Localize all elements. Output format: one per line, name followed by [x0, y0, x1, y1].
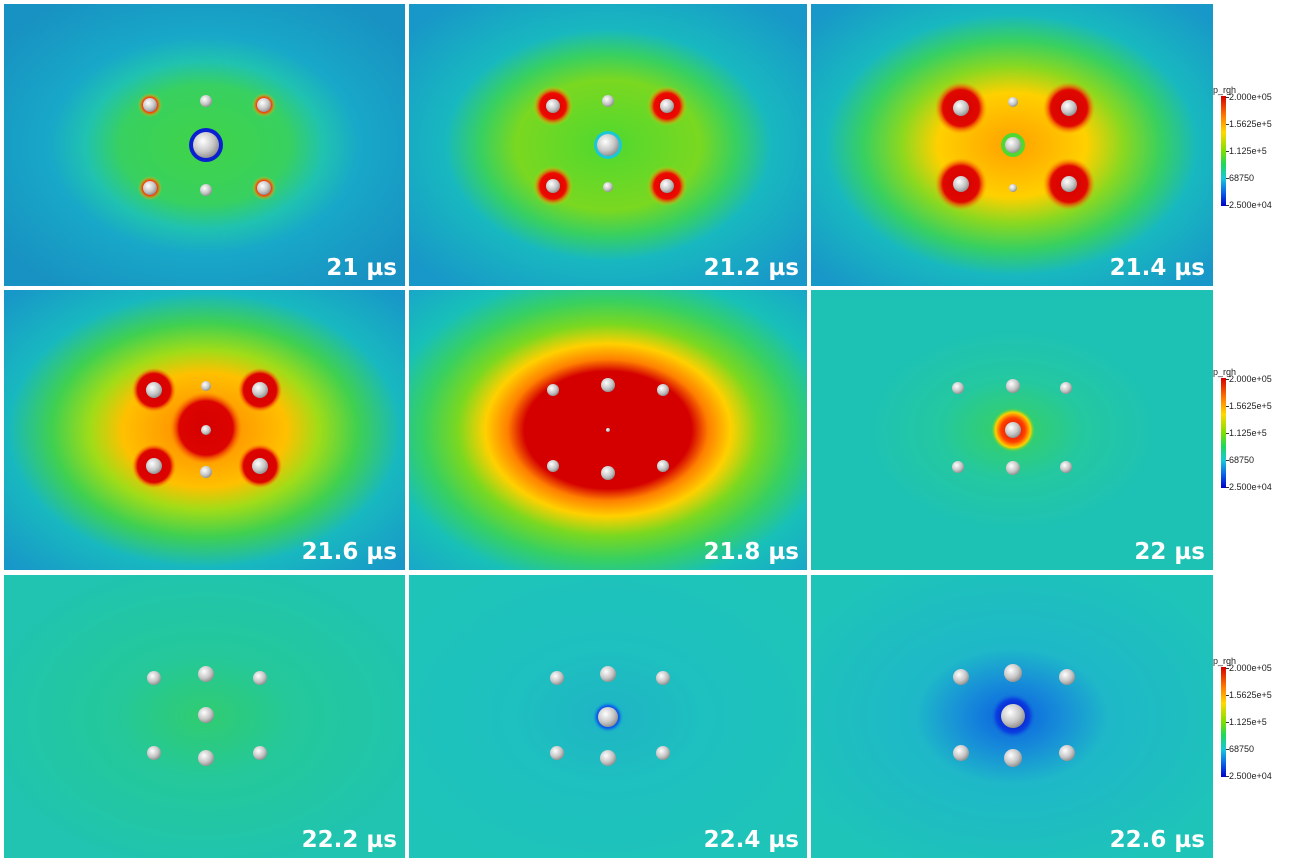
panel-21-8us: 21.8 µs [409, 290, 807, 570]
colorbar-gradient [1221, 96, 1226, 206]
pressure-field-image [4, 290, 405, 570]
panel-21-6us: 21.6 µs [4, 290, 405, 570]
panel-22-6us: 22.6 µs [811, 575, 1213, 858]
colorbar-label: 68750 [1229, 744, 1255, 754]
time-label: 21.6 µs [301, 539, 397, 565]
colorbar-title: p_rgh [1213, 367, 1237, 377]
colorbar-label: 1.125e+5 [1229, 146, 1267, 156]
colorbar-label: 1.125e+5 [1229, 428, 1267, 438]
panel-21-4us: 21.4 µs [811, 4, 1213, 286]
panel-21-2us: 21.2 µs [409, 4, 807, 286]
time-label: 22.6 µs [1109, 827, 1205, 853]
time-label: 22.4 µs [703, 827, 799, 853]
panel-22us: 22 µs [811, 290, 1213, 570]
pressure-field-image [4, 4, 405, 286]
pressure-field-image [409, 575, 807, 858]
pressure-field-image [811, 290, 1213, 570]
colorbar-label: 1.5625e+5 [1229, 401, 1272, 411]
colorbar-label: 1.5625e+5 [1229, 690, 1272, 700]
colorbar-label: 68750 [1229, 455, 1255, 465]
pressure-field-image [811, 575, 1213, 858]
time-label: 21.8 µs [703, 539, 799, 565]
colorbar-row-3: p_rgh 2.000e+05 1.5625e+5 1.125e+5 68750… [1213, 656, 1290, 806]
colorbar-title: p_rgh [1213, 656, 1237, 666]
time-label: 21 µs [326, 255, 397, 281]
colorbar-label: 2.500e+04 [1229, 200, 1272, 210]
time-label: 21.4 µs [1109, 255, 1205, 281]
colorbar-row-1: p_rgh 2.000e+05 1.5625e+5 1.125e+5 68750… [1213, 85, 1290, 235]
colorbar-label: 1.125e+5 [1229, 717, 1267, 727]
panel-21us: 21 µs [4, 4, 405, 286]
colorbar-label: 2.000e+05 [1229, 92, 1272, 102]
colorbar-label: 68750 [1229, 173, 1255, 183]
panel-22-4us: 22.4 µs [409, 575, 807, 858]
pressure-field-image [811, 4, 1213, 286]
colorbar-label: 2.500e+04 [1229, 482, 1272, 492]
pressure-field-image [4, 575, 405, 858]
time-label: 22.2 µs [301, 827, 397, 853]
panel-22-2us: 22.2 µs [4, 575, 405, 858]
colorbar-gradient [1221, 667, 1226, 777]
time-label: 22 µs [1134, 539, 1205, 565]
colorbar-label: 2.000e+05 [1229, 374, 1272, 384]
colorbar-gradient [1221, 378, 1226, 488]
pressure-field-image [409, 290, 807, 570]
pressure-field-image [409, 4, 807, 286]
colorbar-label: 2.000e+05 [1229, 663, 1272, 673]
colorbar-title: p_rgh [1213, 85, 1237, 95]
colorbar-label: 1.5625e+5 [1229, 119, 1272, 129]
colorbar-row-2: p_rgh 2.000e+05 1.5625e+5 1.125e+5 68750… [1213, 367, 1290, 517]
colorbar-label: 2.500e+04 [1229, 771, 1272, 781]
time-label: 21.2 µs [703, 255, 799, 281]
